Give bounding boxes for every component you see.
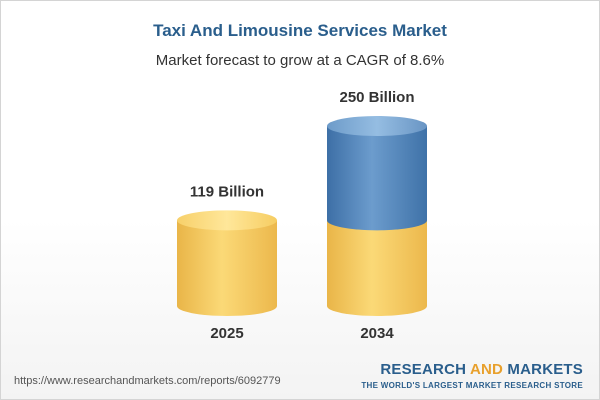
bar-2025: [177, 220, 277, 316]
brand-name-accent: AND: [469, 361, 504, 378]
chart-title: Taxi And Limousine Services Market: [153, 21, 447, 40]
category-label-2025: 2025: [210, 325, 243, 342]
bar-top-2034: [327, 116, 427, 136]
bar-top-2025: [177, 210, 277, 231]
brand-tagline: THE WORLD'S LARGEST MARKET RESEARCH STOR…: [361, 381, 583, 390]
bar-growth-2034: [327, 126, 427, 231]
brand-name-part1: RESEARCH: [380, 361, 470, 378]
bar-base-2034: [327, 220, 427, 316]
brand-name: RESEARCH AND MARKETS: [361, 361, 583, 378]
brand-name-part3: MARKETS: [503, 361, 583, 378]
brand-logo: RESEARCH AND MARKETS THE WORLD'S LARGEST…: [361, 361, 583, 390]
chart-subtitle: Market forecast to grow at a CAGR of 8.6…: [155, 52, 445, 69]
value-label-2025: 119 Billion: [190, 183, 264, 200]
category-label-2034: 2034: [360, 325, 394, 342]
value-label-2034: 250 Billion: [339, 89, 414, 106]
source-url[interactable]: https://www.researchandmarkets.com/repor…: [14, 375, 281, 387]
